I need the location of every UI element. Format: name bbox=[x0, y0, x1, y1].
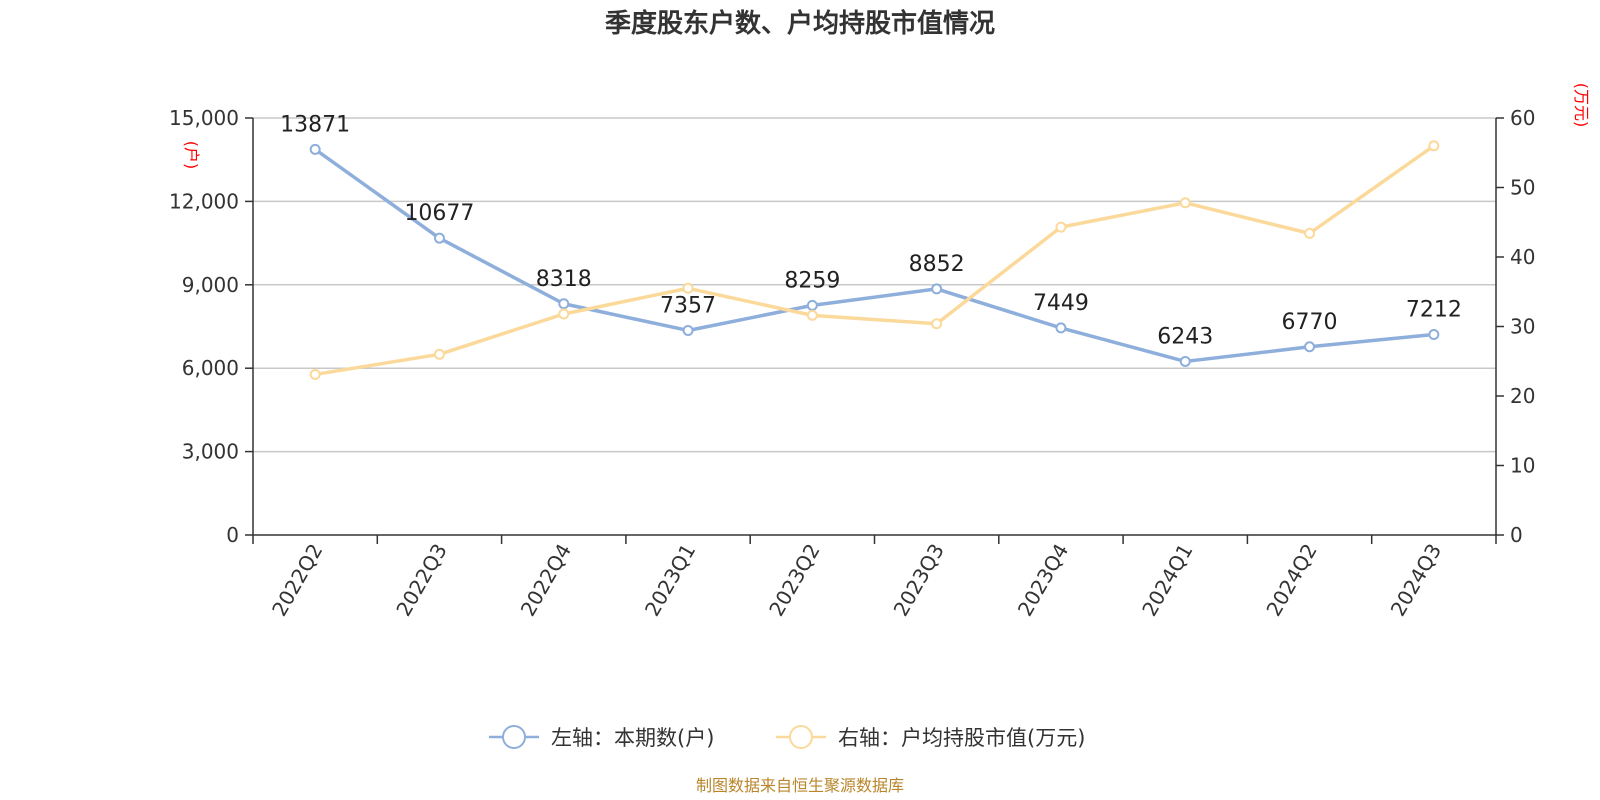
y-left-tick-label: 9,000 bbox=[182, 273, 239, 297]
data-label: 10677 bbox=[404, 201, 474, 226]
x-tick-label: 2023Q2 bbox=[764, 540, 824, 621]
y-right-tick-label: 60 bbox=[1510, 106, 1535, 130]
series-1-point bbox=[309, 143, 321, 155]
x-tick-label: 2023Q3 bbox=[889, 540, 949, 621]
y-left-tick-label: 0 bbox=[226, 523, 239, 547]
data-label: 7212 bbox=[1406, 298, 1462, 323]
series-2-point bbox=[558, 308, 570, 320]
series-1-point bbox=[1428, 329, 1440, 341]
data-label: 6243 bbox=[1157, 324, 1213, 349]
data-labels: 13871 10677 8318 7357 8259 8852 7449 6243 6770 72… bbox=[280, 112, 1462, 349]
data-label: 8852 bbox=[909, 252, 965, 277]
y-left-tick-label: 6,000 bbox=[182, 356, 239, 380]
legend-swatch-marker bbox=[502, 725, 526, 749]
x-tick-label: 2023Q4 bbox=[1013, 540, 1073, 621]
legend-item-1[interactable]: 左轴：本期数(户) bbox=[489, 725, 714, 750]
series-2-point bbox=[1179, 197, 1191, 209]
data-label: 8259 bbox=[784, 268, 840, 293]
y-right-tick-label: 30 bbox=[1510, 315, 1535, 339]
series-line-2 bbox=[314, 144, 1435, 377]
series-1-point bbox=[1304, 341, 1316, 353]
y-right-tick-label: 50 bbox=[1510, 176, 1535, 200]
source-note: 制图数据来自恒生聚源数据库 bbox=[696, 776, 904, 795]
data-label: 6770 bbox=[1282, 310, 1338, 335]
y-right-tick-label: 40 bbox=[1510, 245, 1535, 269]
y-left-tick-label: 12,000 bbox=[169, 189, 239, 213]
x-tick-label: 2022Q4 bbox=[516, 540, 576, 621]
legend-label: 左轴：本期数(户) bbox=[551, 726, 714, 750]
series-2-point bbox=[433, 348, 445, 360]
data-label: 7357 bbox=[660, 293, 716, 318]
grid-lines bbox=[253, 117, 1496, 453]
series-2-point bbox=[806, 309, 818, 321]
series-group bbox=[309, 140, 1440, 380]
x-tick-label: 2023Q1 bbox=[640, 540, 700, 621]
chart-title: 季度股东户数、户均持股市值情况 bbox=[605, 8, 995, 39]
series-1-point bbox=[433, 232, 445, 244]
legend-label: 右轴：户均持股市值(万元) bbox=[838, 726, 1085, 750]
x-tick-label: 2022Q2 bbox=[267, 540, 327, 621]
series-1-point bbox=[931, 283, 943, 295]
series-2-point bbox=[1055, 221, 1067, 233]
series-1-point bbox=[558, 298, 570, 310]
series-2-point bbox=[1428, 140, 1440, 152]
x-tick-label: 2022Q3 bbox=[391, 540, 451, 621]
series-1-point bbox=[1179, 355, 1191, 367]
series-line-1 bbox=[314, 147, 1435, 364]
x-tick-label: 2024Q2 bbox=[1261, 540, 1321, 621]
series-1-point bbox=[682, 324, 694, 336]
series-2-point bbox=[682, 282, 694, 294]
axes: 0 3,000 6,000 9,000 12,000 15,000 0 10 20 30 40 50 6… bbox=[169, 83, 1591, 620]
y-left-tick-label: 15,000 bbox=[169, 106, 239, 130]
series-2-point bbox=[1304, 227, 1316, 239]
y-left-tick-label: 3,000 bbox=[182, 440, 239, 464]
series-2-point bbox=[309, 368, 321, 380]
y-right-tick-label: 0 bbox=[1510, 523, 1523, 547]
x-tick-label: 2024Q3 bbox=[1386, 540, 1446, 621]
y-left-unit: (户) bbox=[182, 141, 201, 170]
data-label: 8318 bbox=[536, 267, 592, 292]
legend-swatch-marker bbox=[789, 725, 813, 749]
y-right-tick-label: 20 bbox=[1510, 384, 1535, 408]
y-right-tick-label: 10 bbox=[1510, 454, 1535, 478]
series-2-point bbox=[931, 318, 943, 330]
legend[interactable]: 左轴：本期数(户) 右轴：户均持股市值(万元) bbox=[489, 725, 1085, 750]
data-label: 13871 bbox=[280, 112, 350, 137]
y-right-unit: (万元) bbox=[1572, 83, 1591, 128]
series-1-point bbox=[806, 299, 818, 311]
data-label: 7449 bbox=[1033, 291, 1089, 316]
x-tick-label: 2024Q1 bbox=[1137, 540, 1197, 621]
series-1-point bbox=[1055, 322, 1067, 334]
legend-item-2[interactable]: 右轴：户均持股市值(万元) bbox=[776, 725, 1085, 750]
